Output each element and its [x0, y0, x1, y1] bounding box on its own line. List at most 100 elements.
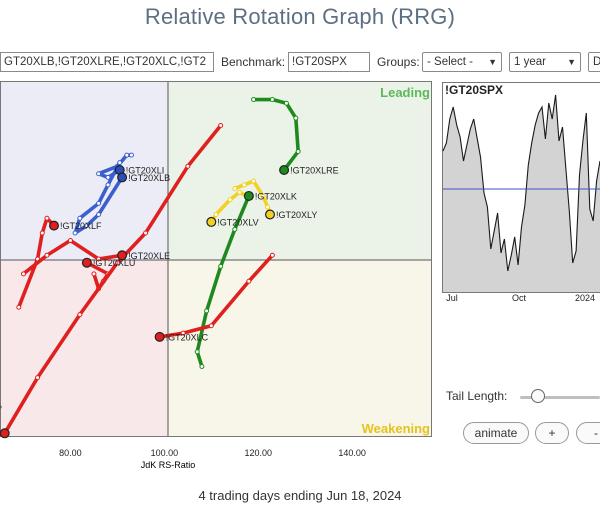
- rrg-tail-point: [180, 330, 186, 336]
- leading-label: Leading: [380, 85, 430, 100]
- benchmark-chart: !GT20SPX Jul Oct 2024: [442, 82, 600, 303]
- groups-select[interactable]: - Select - ▼: [422, 52, 502, 72]
- weakening-quadrant: [168, 260, 432, 437]
- rrg-tail-point: [283, 100, 289, 106]
- rrg-tail-point: [246, 278, 252, 284]
- rrg-tail-point: [265, 204, 271, 210]
- page-title: Relative Rotation Graph (RRG): [144, 4, 456, 29]
- rrg-tail-point: [208, 323, 214, 329]
- rrg-series-label: !GT20XLY: [276, 210, 317, 220]
- rrg-tail-point: [84, 223, 90, 229]
- rrg-chart[interactable]: Leading Weakening !GT20XLI!GT20XLB !GT20X…: [0, 81, 436, 471]
- step-forward-button[interactable]: +: [535, 422, 569, 444]
- benchmark-label: Benchmark:: [221, 55, 286, 69]
- rrg-tail-point: [96, 200, 102, 206]
- x-axis-tick-label: 120.00: [244, 448, 272, 458]
- rrg-tail-point: [91, 271, 97, 277]
- rrg-series-label: !GT20XLRE: [290, 166, 339, 176]
- rrg-tail-point: [124, 152, 130, 158]
- benchmark-input[interactable]: !GT20SPX: [288, 52, 370, 72]
- x-axis-tick-label: 100.00: [151, 448, 179, 458]
- chevron-down-icon: ▼: [567, 57, 576, 67]
- rrg-tail-point: [72, 230, 78, 236]
- benchmark-tick-jul: Jul: [446, 293, 458, 303]
- rrg-tail-point: [227, 197, 233, 203]
- rrg-tail-point: [251, 178, 257, 184]
- rrg-tail-point: [128, 152, 134, 158]
- rrg-tail-point: [44, 252, 50, 258]
- rrg-tail-point: [269, 97, 275, 103]
- benchmark-area: [443, 95, 600, 292]
- rrg-tail-point: [232, 226, 238, 232]
- rrg-tail-point: [213, 212, 219, 217]
- rrg-heads: [0, 164, 290, 439]
- rrg-head-point: [265, 209, 276, 220]
- rrg-tail-point: [20, 271, 26, 277]
- symbols-input[interactable]: GT20XLB,!GT20XLRE,!GT20XLC,!GT2: [0, 52, 214, 72]
- rrg-series-label: !GT20XLV: [217, 217, 258, 227]
- rrg-tail-point: [114, 260, 120, 266]
- rrg-series-label: !GT20XLB: [128, 173, 170, 183]
- timeframe-select-value: D: [593, 56, 600, 68]
- rrg-tail-point: [251, 97, 257, 103]
- rrg-tail-point: [67, 237, 73, 243]
- benchmark-tick-oct: Oct: [512, 293, 527, 303]
- rrg-head-point: [206, 216, 217, 227]
- toolbar: GT20XLB,!GT20XLRE,!GT20XLC,!GT2 Benchmar…: [0, 52, 600, 74]
- rrg-tail-point: [117, 160, 123, 166]
- rrg-head-point: [81, 257, 92, 268]
- rrg-head-point: [117, 250, 128, 261]
- rrg-tail-point: [260, 193, 266, 199]
- rrg-series-label: !GT20XLI: [126, 166, 165, 176]
- x-axis-tick-label: 80.00: [59, 448, 82, 458]
- rrg-tail-point: [199, 364, 205, 370]
- rrg-head-point: [48, 220, 59, 231]
- improving-quadrant: [0, 81, 168, 260]
- rrg-head-point: [154, 331, 165, 342]
- timeframe-select[interactable]: D: [588, 52, 600, 72]
- rrg-series-label: !GT20XLE: [128, 251, 170, 261]
- rrg-tail-point: [96, 212, 102, 217]
- rrg-tail-point: [77, 215, 83, 221]
- rrg-tail-point: [143, 230, 149, 236]
- rrg-tail-line: [251, 97, 300, 172]
- leading-quadrant: [168, 81, 432, 260]
- rrg-tail-line: [195, 194, 251, 369]
- rrg-head-point: [243, 190, 254, 201]
- x-axis-tick-label: 140.00: [338, 448, 366, 458]
- rrg-tail-point: [16, 304, 22, 310]
- rrg-tail-line: [73, 160, 124, 235]
- lagging-quadrant: [0, 260, 168, 437]
- plot-border: [0, 81, 432, 437]
- weakening-label: Weakening: [362, 421, 430, 436]
- benchmark-tick-2024: 2024: [575, 293, 595, 303]
- tail-length-label: Tail Length:: [446, 389, 508, 403]
- rrg-tail-point: [232, 186, 238, 192]
- date-range-caption: 4 trading days ending Jun 18, 2024: [198, 488, 402, 503]
- period-select[interactable]: 1 year ▼: [509, 52, 581, 72]
- groups-label: Groups:: [377, 55, 420, 69]
- tail-length-slider[interactable]: [520, 396, 600, 399]
- offscreen-marker: [0, 405, 2, 409]
- rrg-tail-point: [269, 252, 275, 258]
- x-axis-label: JdK RS-Ratio: [141, 460, 196, 470]
- rrg-tail-point: [39, 230, 45, 236]
- benchmark-title: !GT20SPX: [445, 83, 503, 97]
- step-back-button[interactable]: -: [576, 422, 600, 444]
- groups-select-value: - Select -: [427, 56, 474, 68]
- rrg-tail-point: [218, 263, 224, 269]
- chevron-down-icon: ▼: [488, 57, 497, 67]
- rrg-tail-point: [96, 256, 102, 262]
- rrg-labels: !GT20XLI!GT20XLB !GT20XLRE !GT20XLK !GT20XL…: [60, 166, 339, 343]
- animate-button[interactable]: animate: [463, 422, 529, 444]
- rrg-tail-point: [77, 312, 83, 318]
- rrg-tail-point: [241, 182, 247, 188]
- rrg-tail-point: [105, 182, 111, 188]
- tail-length-slider-thumb[interactable]: [531, 389, 545, 403]
- rrg-tail-point: [295, 148, 301, 154]
- rrg-tails: [2, 97, 301, 436]
- rrg-tail-point: [44, 215, 50, 221]
- benchmark-line: [442, 94, 600, 272]
- rrg-series-label: !GT20XLU: [93, 258, 136, 268]
- rrg-tail-point: [218, 123, 224, 128]
